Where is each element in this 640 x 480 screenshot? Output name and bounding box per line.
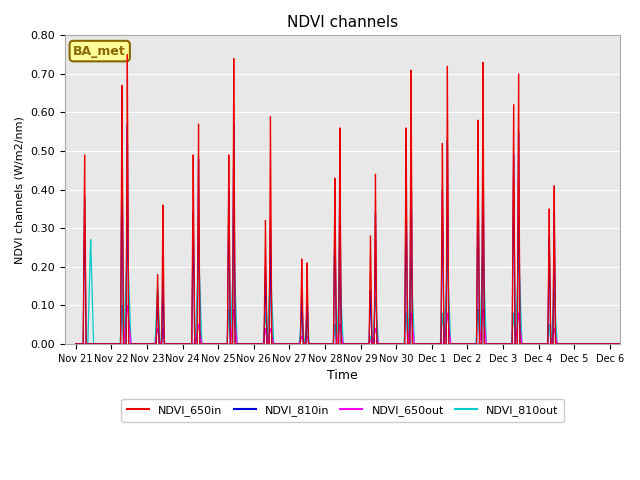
NDVI_650in [417, 341, 424, 347]
NDVI_650out [124, 302, 131, 308]
NDVI_810out [177, 341, 185, 347]
Line: NDVI_650out: NDVI_650out [76, 305, 627, 344]
NDVI_650in [72, 341, 79, 347]
NDVI_650in [124, 52, 131, 58]
NDVI_650in [304, 327, 312, 333]
NDVI_650out [304, 337, 312, 343]
Line: NDVI_650in: NDVI_650in [76, 55, 627, 344]
NDVI_810in [202, 341, 210, 347]
NDVI_650out [177, 341, 185, 347]
NDVI_650out [202, 341, 210, 347]
NDVI_810out [357, 341, 365, 347]
Line: NDVI_810in: NDVI_810in [76, 124, 627, 344]
Title: NDVI channels: NDVI channels [287, 15, 398, 30]
NDVI_650out [623, 341, 631, 347]
NDVI_650in [623, 341, 631, 347]
Y-axis label: NDVI channels (W/m2/nm): NDVI channels (W/m2/nm) [15, 116, 25, 264]
NDVI_810out [87, 237, 95, 243]
NDVI_810out [177, 341, 184, 347]
NDVI_810in [177, 341, 184, 347]
NDVI_810out [623, 341, 631, 347]
NDVI_810out [202, 341, 210, 347]
NDVI_650out [417, 341, 424, 347]
NDVI_650in [357, 341, 365, 347]
NDVI_810in [304, 333, 312, 338]
NDVI_810in [417, 341, 424, 347]
NDVI_810out [417, 341, 424, 347]
NDVI_650out [357, 341, 365, 347]
NDVI_650in [177, 341, 185, 347]
NDVI_810in [124, 121, 131, 127]
Line: NDVI_810out: NDVI_810out [76, 240, 627, 344]
NDVI_650out [72, 341, 79, 347]
NDVI_650in [202, 341, 210, 347]
NDVI_810out [72, 341, 79, 347]
NDVI_810in [177, 341, 185, 347]
Legend: NDVI_650in, NDVI_810in, NDVI_650out, NDVI_810out: NDVI_650in, NDVI_810in, NDVI_650out, NDV… [122, 399, 564, 421]
NDVI_810in [623, 341, 631, 347]
NDVI_810in [72, 341, 79, 347]
Text: BA_met: BA_met [74, 45, 126, 58]
NDVI_810out [304, 327, 312, 333]
NDVI_650out [177, 341, 184, 347]
NDVI_810in [357, 341, 365, 347]
X-axis label: Time: Time [327, 369, 358, 382]
NDVI_650in [177, 341, 184, 347]
